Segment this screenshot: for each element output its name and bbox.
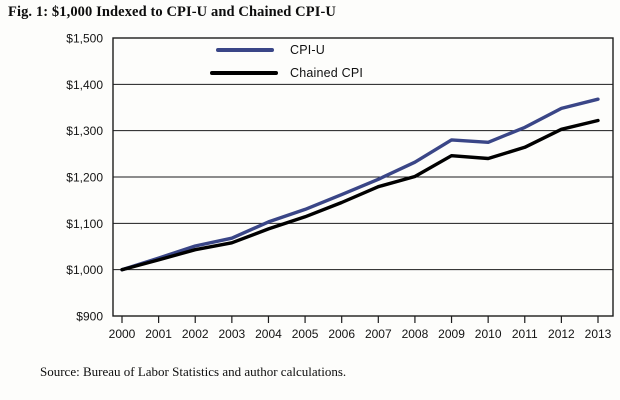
y-tick-label: $1,500	[66, 32, 103, 46]
y-tick-label: $900	[76, 310, 103, 324]
y-tick-label: $1,000	[66, 263, 103, 277]
series-line-chained-cpi	[120, 118, 600, 272]
x-tick-label: 2005	[292, 327, 319, 341]
x-tick-label: 2006	[328, 327, 355, 341]
y-tick-label: $1,200	[66, 171, 103, 185]
x-tick-label: 2013	[585, 327, 612, 341]
figure-title: Fig. 1: $1,000 Indexed to CPI-U and Chai…	[8, 4, 336, 20]
legend-label-chained-cpi: Chained CPI	[290, 65, 364, 80]
x-tick-label: 2004	[255, 327, 282, 341]
legend-label-cpi-u: CPI-U	[290, 42, 326, 57]
source-note: Source: Bureau of Labor Statistics and a…	[40, 364, 347, 379]
legend-item-cpi-u: CPI-U	[216, 38, 363, 61]
x-tick-label: 2000	[109, 327, 136, 341]
x-tick-label: 2011	[512, 327, 538, 341]
cpi-u-line-swatch	[216, 47, 274, 52]
y-tick-label: $1,300	[66, 124, 103, 138]
plot-border	[112, 37, 614, 317]
x-tick-label: 2009	[438, 327, 465, 341]
y-tick-label: $1,100	[66, 217, 103, 231]
x-tick-label: 2012	[548, 327, 575, 341]
x-tick-label: 2001	[145, 327, 172, 341]
chained-cpi-line-swatch	[210, 70, 278, 75]
x-tick-label: 2008	[402, 327, 429, 341]
x-tick-label: 2007	[365, 327, 392, 341]
series-line-cpi-u	[120, 97, 600, 272]
x-tick-label: 2003	[218, 327, 245, 341]
y-tick-label: $1,400	[66, 78, 103, 92]
legend-item-chained-cpi: Chained CPI	[210, 61, 364, 84]
chart-legend: CPI-U Chained CPI	[210, 38, 364, 84]
x-tick-label: 2010	[475, 327, 502, 341]
x-tick-label: 2002	[182, 327, 209, 341]
